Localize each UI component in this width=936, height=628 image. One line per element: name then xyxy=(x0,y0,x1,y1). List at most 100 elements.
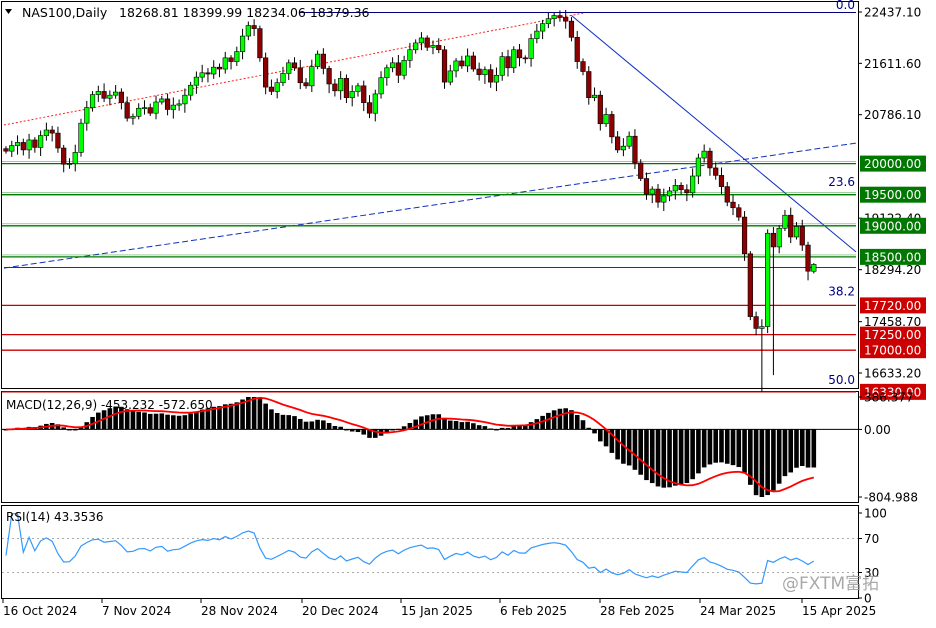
macd-histogram-bar xyxy=(188,413,193,430)
bull-candle xyxy=(199,72,205,78)
macd-histogram-bar xyxy=(401,426,407,430)
macd-histogram-bar xyxy=(649,429,655,484)
macd-histogram-bar xyxy=(447,420,453,430)
price-tick-label: 22437.10 xyxy=(864,6,921,20)
fib-labels: 0.0 23.6 38.2 50.0 xyxy=(828,0,855,387)
bull-candle xyxy=(43,129,49,136)
macd-histogram-bar xyxy=(719,429,724,463)
bull-candle xyxy=(26,139,32,151)
macd-histogram-bar xyxy=(292,416,297,430)
bull-candle xyxy=(193,76,200,86)
macd-histogram-bar xyxy=(297,418,303,430)
bear-candle xyxy=(147,107,153,114)
macd-histogram-bar xyxy=(142,412,147,430)
bear-candle xyxy=(441,49,448,83)
macd-label: MACD(12,26,9) -453.232 -572.650 xyxy=(6,398,213,412)
macd-histogram-bar xyxy=(540,415,545,430)
bear-candle xyxy=(49,129,55,134)
bull-candle xyxy=(672,185,678,192)
bull-candle xyxy=(89,94,96,108)
macd-histogram-bar xyxy=(130,411,136,430)
macd-histogram-bar xyxy=(690,429,695,480)
bear-candle xyxy=(580,61,586,72)
macd-histogram-bar xyxy=(632,429,638,470)
time-tick-label: 15 Apr 2025 xyxy=(802,604,876,618)
time-axis: 16 Oct 2024 7 Nov 2024 28 Nov 2024 20 Dec 2… xyxy=(2,599,876,618)
macd-histogram-bar xyxy=(586,427,592,430)
level-tag-label: 18500.00 xyxy=(864,250,921,264)
macd-histogram-bar xyxy=(176,415,182,430)
macd-histogram-bar xyxy=(101,410,107,430)
macd-histogram-bar xyxy=(788,429,794,473)
bull-candle xyxy=(84,107,90,124)
bear-candle xyxy=(268,86,275,92)
macd-signal-line xyxy=(5,396,815,493)
bear-candle xyxy=(586,71,592,98)
bull-candle xyxy=(234,51,240,62)
bull-candle xyxy=(649,188,655,195)
rsi-pane-frame xyxy=(1,505,859,599)
price-tick-label: 16633.20 xyxy=(864,367,921,381)
macd-histogram-bar xyxy=(753,429,759,496)
macd-histogram-bar xyxy=(78,426,84,430)
bull-candle xyxy=(176,103,182,106)
macd-histogram-bar xyxy=(419,416,424,430)
bear-candle xyxy=(568,20,575,38)
bull-candle xyxy=(782,214,788,229)
macd-histogram-bar xyxy=(321,420,326,430)
macd-histogram-bar xyxy=(574,415,580,430)
macd-histogram-bar xyxy=(136,411,142,430)
bear-candle xyxy=(395,62,401,76)
bear-candle xyxy=(257,28,263,59)
bull-candle xyxy=(309,66,315,87)
time-tick-label: 24 Mar 2025 xyxy=(700,604,776,618)
bull-candle xyxy=(534,30,540,39)
bear-candle xyxy=(291,62,298,69)
time-tick-label: 16 Oct 2024 xyxy=(3,604,77,618)
macd-histogram-bar xyxy=(771,429,776,491)
level-tags: 20000.00 19500.00 19000.00 18500.00 17720.00… xyxy=(860,155,926,400)
price-tick-label: 17458.70 xyxy=(864,315,921,329)
macd-histogram-bar xyxy=(528,422,534,430)
bull-candle xyxy=(159,98,165,103)
macd-histogram-bar xyxy=(488,428,493,430)
bear-candle xyxy=(20,142,26,151)
bear-candle xyxy=(303,82,309,87)
time-tick-label: 20 Dec 2024 xyxy=(302,604,379,618)
bear-candle xyxy=(615,136,621,151)
symbol-dropdown-icon[interactable] xyxy=(5,9,12,14)
level-tag xyxy=(860,155,926,172)
bear-candle xyxy=(522,57,528,60)
macd-histogram-bar xyxy=(147,413,153,430)
bear-candle xyxy=(799,226,805,246)
macd-histogram-bar xyxy=(211,406,217,430)
macd-histogram-bar xyxy=(119,406,124,430)
bull-candle xyxy=(765,232,771,327)
bull-candle xyxy=(666,190,673,197)
bear-candle xyxy=(632,135,638,164)
bull-candle xyxy=(66,163,73,165)
macd-histogram-bar xyxy=(499,427,505,430)
bear-candle xyxy=(730,201,736,209)
macd-histogram-bar xyxy=(580,420,586,430)
macd-histogram-bar xyxy=(303,421,309,430)
level-tag-label: 19500.00 xyxy=(864,188,921,202)
macd-histogram-bar xyxy=(153,413,159,430)
rsi-tick-label: 30 xyxy=(864,566,879,580)
rsi-line xyxy=(5,513,815,585)
price-tick-label: 20786.10 xyxy=(864,108,921,122)
macd-histogram-bar xyxy=(776,429,782,484)
bull-candle xyxy=(188,84,194,96)
fib-label: 38.2 xyxy=(828,285,855,299)
bull-candle xyxy=(453,60,459,72)
rsi-indicator: 100 70 30 0 xyxy=(2,507,887,606)
watermark: @FXTM富拓 xyxy=(782,574,879,594)
macd-histogram-bar xyxy=(361,429,367,435)
bear-candle xyxy=(297,67,303,84)
bull-candle xyxy=(493,74,500,83)
macd-histogram-bar xyxy=(315,419,320,430)
macd-histogram-bar xyxy=(309,421,315,430)
bear-candle xyxy=(124,102,130,119)
macd-histogram-bar xyxy=(234,402,240,430)
